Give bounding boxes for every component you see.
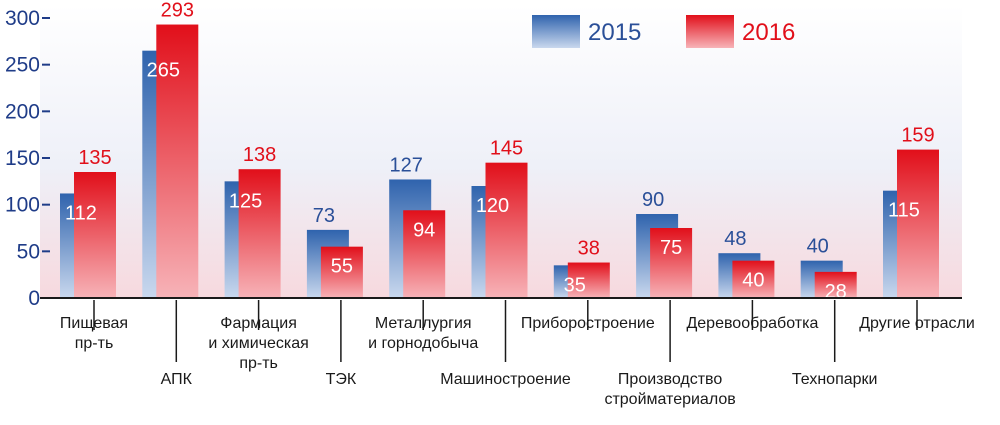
x-axis-labels: Пищевая пр-ть АПК Фармация и химическая пр-ть…	[60, 300, 975, 408]
category-label: Технопарки	[792, 371, 878, 388]
y-tick-label: 50	[17, 240, 40, 263]
value-label-2015: 120	[476, 195, 509, 217]
value-label-2015: 112	[65, 202, 97, 224]
category-label: и химическая	[208, 335, 308, 352]
category-label: пр-ть	[75, 335, 114, 352]
y-tick-label: 200	[5, 100, 40, 123]
legend-swatch-2016	[686, 15, 734, 48]
y-tick-label: 100	[5, 194, 40, 217]
bar-2016	[320, 246, 363, 298]
bar-2016	[74, 172, 116, 298]
legend-label-2016: 2016	[742, 19, 795, 46]
category-label: Другие отрасли	[859, 315, 975, 332]
bar-2016	[650, 228, 693, 298]
bar-2016	[238, 169, 281, 298]
bar-2016	[814, 271, 857, 298]
category-label: Фармация	[220, 315, 297, 332]
category-label: Машиностроение	[440, 371, 571, 388]
category-label: Производство	[618, 371, 722, 388]
value-label-2015: 265	[147, 60, 180, 82]
value-label-2016: 145	[490, 138, 523, 160]
value-label-2015: 90	[642, 189, 664, 211]
category-label: пр-ть	[239, 355, 278, 372]
category-label: ТЭК	[326, 371, 357, 388]
value-label-2016: 293	[161, 0, 194, 22]
bar-2016	[485, 162, 528, 298]
value-label-2016: 40	[742, 270, 764, 292]
category-label: Деревообработка	[686, 315, 818, 332]
bar-2016	[732, 260, 775, 298]
value-label-2016: 38	[578, 238, 600, 260]
bar-2016	[897, 149, 939, 298]
value-label-2015: 73	[313, 205, 335, 227]
bar-2016	[403, 210, 446, 298]
y-tick-label: 0	[28, 287, 40, 310]
legend-label-2015: 2015	[588, 19, 641, 46]
value-label-2016: 55	[331, 256, 353, 278]
category-label: Пищевая	[60, 315, 128, 332]
value-label-2016: 135	[78, 147, 111, 169]
value-label-2015: 115	[888, 200, 920, 222]
bar-2016	[567, 262, 610, 298]
category-label: и горнодобыча	[368, 335, 478, 352]
value-label-2016: 159	[901, 125, 934, 147]
bars	[60, 24, 939, 299]
value-label-2015: 127	[390, 154, 423, 176]
category-label: Приборостроение	[521, 315, 655, 332]
y-tick-label: 150	[5, 147, 40, 170]
y-axis: 0 50 100 150 200 250 300	[5, 7, 50, 310]
category-label: АПК	[161, 371, 193, 388]
category-label: стройматериалов	[604, 391, 735, 408]
value-label-2016: 94	[413, 219, 435, 241]
value-label-2015: 35	[564, 274, 586, 296]
value-label-2016: 138	[243, 144, 276, 166]
y-tick-label: 250	[5, 54, 40, 77]
value-label-2015: 125	[229, 190, 262, 212]
value-label-2015: 48	[724, 228, 746, 250]
category-label: Металлургия	[375, 315, 472, 332]
bar-2016	[156, 24, 199, 299]
value-label-2016: 75	[660, 237, 682, 259]
value-label-2016: 28	[825, 281, 847, 303]
legend-swatch-2015	[532, 15, 580, 48]
legend: 2015 2016	[532, 15, 795, 48]
y-tick-label: 300	[5, 7, 40, 30]
value-label-2015: 40	[807, 236, 829, 258]
